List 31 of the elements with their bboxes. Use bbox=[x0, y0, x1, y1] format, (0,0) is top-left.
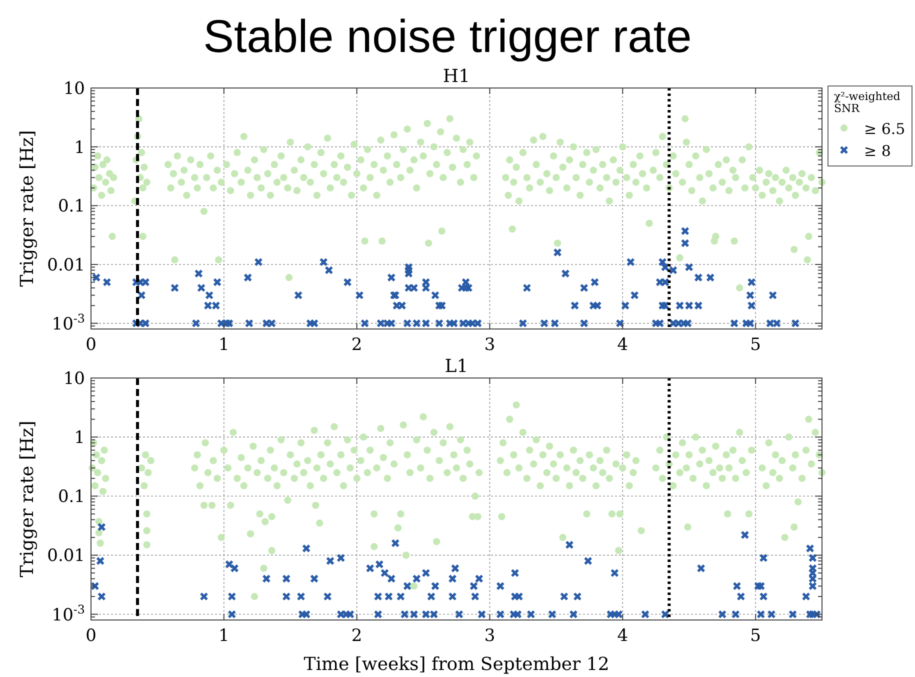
y-tick-label: 0.1 bbox=[58, 196, 85, 217]
chart-title: Stable noise trigger rate bbox=[203, 10, 692, 62]
x-tick-label: 3 bbox=[484, 626, 496, 646]
x-tick-label: 3 bbox=[484, 335, 496, 355]
y-tick-label: 10$^{-3}$ bbox=[52, 311, 85, 334]
x-axis-title: Time [weeks] from September 12 bbox=[304, 654, 610, 675]
y-tick-label: 10 bbox=[63, 79, 85, 99]
y-tick-label: 0.01 bbox=[47, 546, 85, 566]
chart-title: L1 bbox=[444, 356, 468, 377]
x-tick-label: 2 bbox=[351, 626, 362, 646]
x-tick-label: 0 bbox=[86, 335, 96, 355]
x-tick-label: 4 bbox=[617, 335, 628, 355]
x-tick-label: 0 bbox=[86, 626, 96, 646]
x-tick-label: 5 bbox=[750, 626, 761, 646]
x-tick-label: 5 bbox=[750, 335, 761, 355]
y-tick-label: 1 bbox=[74, 428, 85, 448]
y-axis-title: Trigger rate [Hz] bbox=[17, 420, 38, 578]
x-tick-label: 1 bbox=[218, 626, 230, 646]
x-tick-label: 4 bbox=[617, 626, 628, 646]
y-tick-label: 10$^{-3}$ bbox=[52, 602, 85, 626]
y-axis-title: Trigger rate [Hz] bbox=[17, 130, 38, 287]
legend-title: χ²-weighted SNR bbox=[834, 90, 900, 115]
y-tick-label: 0.1 bbox=[58, 487, 85, 508]
legend-label: ≥ 8 bbox=[864, 142, 891, 160]
y-tick-label: 0.01 bbox=[47, 255, 85, 276]
x-tick-label: 2 bbox=[351, 335, 362, 355]
y-tick-label: 1 bbox=[74, 138, 85, 158]
y-tick-label: 10 bbox=[63, 369, 85, 389]
chart-subtitle: H1 bbox=[442, 66, 470, 87]
legend-label: ≥ 6.5 bbox=[864, 120, 906, 138]
x-tick-label: 1 bbox=[218, 335, 230, 355]
